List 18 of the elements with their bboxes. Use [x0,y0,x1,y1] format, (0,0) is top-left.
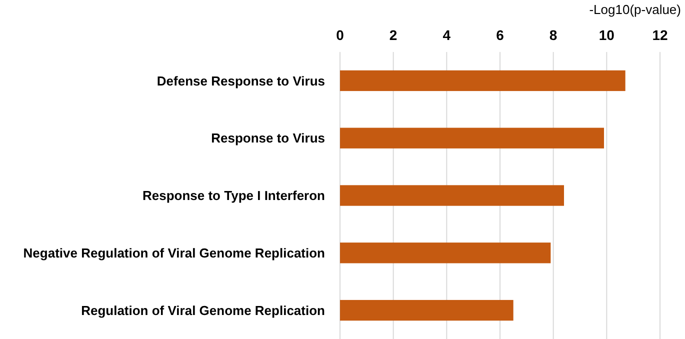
x-tick-label: 8 [549,27,558,43]
bar [340,70,626,92]
y-tick-label: Defense Response to Virus [156,73,325,88]
y-tick-label: Response to Type I Interferon [142,188,326,204]
x-tick-label: 10 [598,27,615,43]
x-tick-label: 4 [442,27,451,43]
x-axis-title: -Log10(p-value) [589,2,681,17]
bar [340,242,551,264]
x-tick-label: 12 [652,27,668,43]
bar [340,300,514,321]
x-tick-label: 2 [389,27,398,43]
bar [340,185,564,206]
bar [340,128,604,148]
x-tick-label: 0 [336,27,344,43]
y-tick-label: Negative Regulation of Viral Genome Replication [23,245,326,260]
y-tick-label: Regulation of Viral Genome Replication [81,302,326,318]
y-tick-label: Response to Virus [211,130,325,146]
x-tick-label: 6 [496,27,504,43]
